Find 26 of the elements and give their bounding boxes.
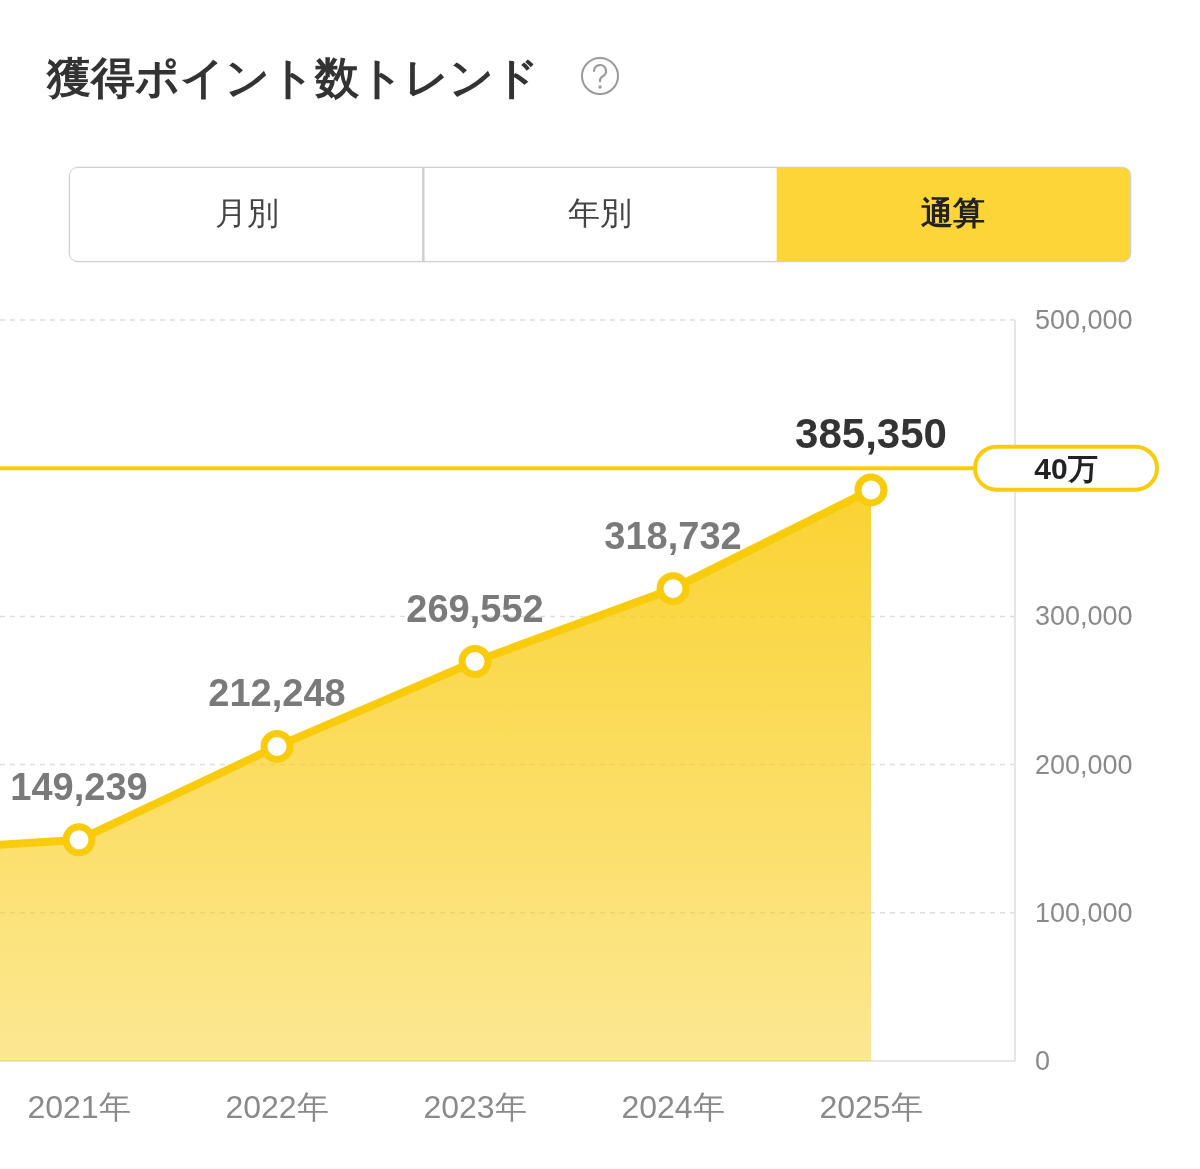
data-label: 269,552 <box>406 587 544 630</box>
tab-selected: 通算 <box>776 168 1130 261</box>
tab: 年別 <box>422 168 777 261</box>
point <box>656 572 690 606</box>
y-tick-label: 200,000 <box>1035 749 1133 780</box>
point <box>260 729 294 763</box>
x-tick-label: 2024年 <box>621 1089 725 1125</box>
data-label: 385,350 <box>795 409 947 457</box>
y-tick-label: 500,000 <box>1035 305 1133 335</box>
data-label: 318,732 <box>604 514 742 557</box>
point <box>458 645 492 679</box>
ref-line-label: 40万 <box>1034 452 1098 486</box>
y-tick-label: 300,000 <box>1035 601 1133 632</box>
x-tick-label: 2022年 <box>225 1089 329 1125</box>
ref-line-label: 40万 <box>973 444 1159 492</box>
y-tick-label: 0 <box>1035 1046 1051 1076</box>
point <box>854 473 888 507</box>
data-label: 149,239 <box>10 765 148 808</box>
data-label: 212,248 <box>208 672 346 715</box>
chart-title: 獲得ポイント数トレンド <box>47 53 539 102</box>
tab: 月別 <box>70 168 424 261</box>
point <box>62 823 96 857</box>
y-tick-label: 100,000 <box>1035 897 1133 928</box>
x-tick-label: 2023年 <box>423 1089 527 1125</box>
x-tick-label: 2021年 <box>27 1089 131 1125</box>
x-tick-label: 2025年 <box>819 1089 923 1125</box>
